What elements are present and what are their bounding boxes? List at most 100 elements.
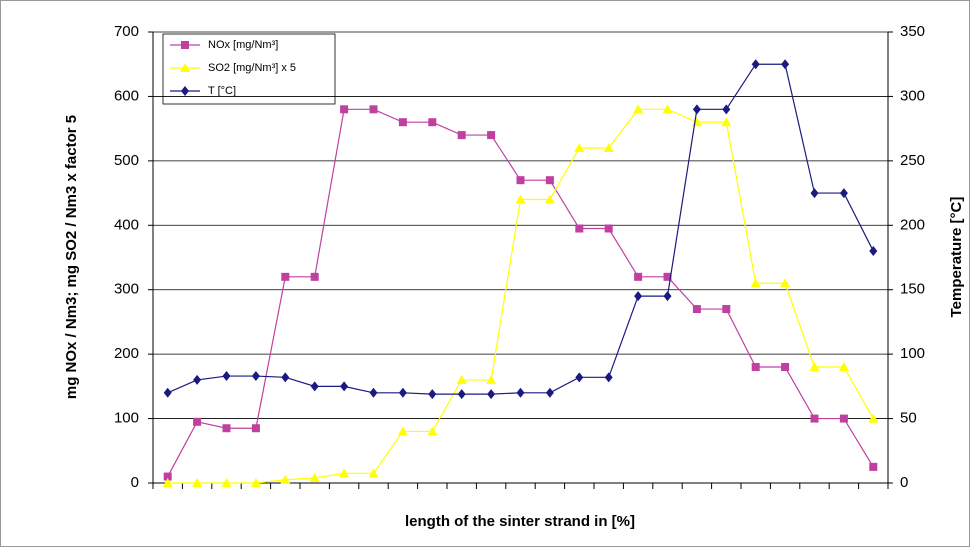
data-point xyxy=(339,468,350,478)
data-point xyxy=(310,272,319,281)
data-point xyxy=(545,387,554,398)
y2-tick-label: 350 xyxy=(900,23,925,40)
data-point xyxy=(340,105,349,114)
data-point xyxy=(781,363,790,372)
data-point xyxy=(809,362,820,372)
data-point xyxy=(722,305,731,314)
data-point xyxy=(428,118,437,127)
y2-tick-label: 150 xyxy=(900,281,925,298)
y2-tick-label: 250 xyxy=(900,152,925,169)
legend-marker xyxy=(181,41,189,49)
data-point xyxy=(604,372,613,383)
data-point xyxy=(250,478,261,487)
data-point xyxy=(634,291,643,302)
data-point xyxy=(281,372,290,383)
data-point xyxy=(163,387,172,398)
data-point xyxy=(516,387,525,398)
data-point xyxy=(369,105,378,114)
data-point xyxy=(722,104,731,115)
data-point xyxy=(163,472,172,481)
data-point xyxy=(544,194,555,204)
data-point xyxy=(603,142,614,152)
y-tick-label: 600 xyxy=(114,87,139,104)
data-point xyxy=(634,272,643,281)
y-tick-label: 100 xyxy=(114,410,139,427)
data-point xyxy=(280,474,291,484)
y2-tick-label: 200 xyxy=(900,216,925,233)
data-point xyxy=(193,417,202,426)
data-point xyxy=(427,426,438,436)
data-point xyxy=(839,414,848,423)
data-point xyxy=(397,426,408,436)
data-point xyxy=(838,362,849,372)
data-point xyxy=(515,194,526,204)
y2-tick-label: 100 xyxy=(900,345,925,362)
data-point xyxy=(781,59,790,70)
data-point xyxy=(192,478,203,487)
data-point xyxy=(663,291,672,302)
data-point xyxy=(663,272,672,281)
y-axis-label: mg NOx / Nm3; mg SO2 / Nm3 x factor 5 xyxy=(63,115,80,399)
data-point xyxy=(721,117,732,127)
legend-label: NOx [mg/Nm³] xyxy=(208,39,278,51)
y2-axis-label: Temperature [°C] xyxy=(948,197,965,318)
data-point xyxy=(222,371,231,382)
legend-marker xyxy=(181,86,189,96)
data-point xyxy=(309,472,320,482)
data-point xyxy=(162,478,173,487)
data-point xyxy=(574,142,585,152)
data-point xyxy=(692,305,701,314)
data-point xyxy=(516,176,525,185)
data-point xyxy=(456,374,467,384)
data-point xyxy=(604,224,613,233)
legend-label: T [°C] xyxy=(208,85,236,97)
data-point xyxy=(281,272,290,281)
x-axis-label: length of the sinter strand in [%] xyxy=(405,513,635,530)
legend-label: SO2 [mg/Nm³] x 5 xyxy=(208,62,296,74)
data-point xyxy=(487,389,496,400)
data-point xyxy=(751,363,760,372)
data-point xyxy=(575,224,584,233)
data-point xyxy=(751,59,760,70)
data-point xyxy=(221,478,232,487)
data-point xyxy=(251,424,260,433)
data-point xyxy=(869,462,878,471)
data-point xyxy=(340,381,349,392)
y-tick-label: 700 xyxy=(114,23,139,40)
data-point xyxy=(662,104,673,114)
y-tick-label: 400 xyxy=(114,216,139,233)
data-point xyxy=(222,424,231,433)
data-point xyxy=(398,387,407,398)
data-point xyxy=(487,131,496,140)
data-point xyxy=(692,104,701,115)
data-point xyxy=(368,468,379,478)
data-point xyxy=(869,246,878,257)
data-point xyxy=(545,176,554,185)
data-point xyxy=(457,389,466,400)
data-point xyxy=(193,374,202,385)
data-point xyxy=(369,387,378,398)
data-point xyxy=(428,389,437,400)
data-point xyxy=(251,371,260,382)
data-point xyxy=(633,104,644,114)
y2-tick-label: 50 xyxy=(900,410,917,427)
data-point xyxy=(310,381,319,392)
data-point xyxy=(780,278,791,288)
data-point xyxy=(810,414,819,423)
data-point xyxy=(486,374,497,384)
legend xyxy=(162,33,336,105)
legend-marker xyxy=(180,63,190,72)
data-point xyxy=(868,413,879,423)
y-tick-label: 0 xyxy=(131,474,139,491)
data-point xyxy=(575,372,584,383)
data-point xyxy=(810,188,819,199)
y2-tick-label: 0 xyxy=(900,474,908,491)
data-point xyxy=(750,278,761,288)
y-tick-label: 300 xyxy=(114,281,139,298)
y2-tick-label: 300 xyxy=(900,87,925,104)
y-tick-label: 200 xyxy=(114,345,139,362)
data-point xyxy=(457,131,466,140)
